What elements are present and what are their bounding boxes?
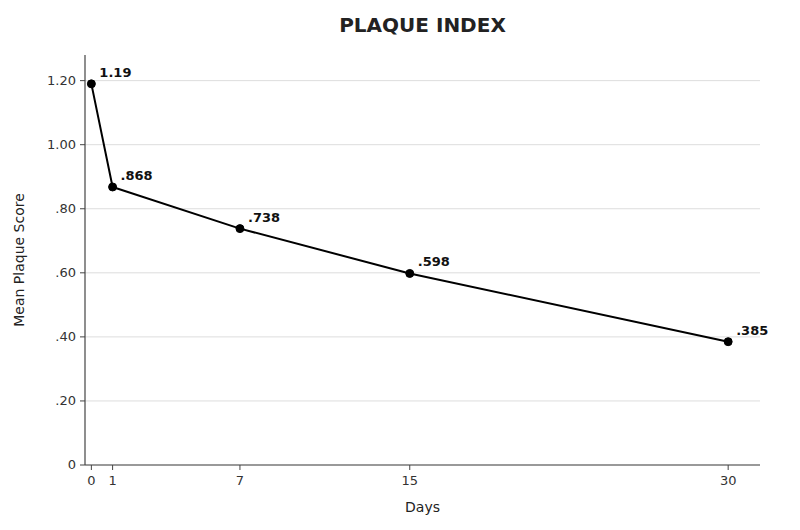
- grid: [85, 81, 760, 465]
- x-tick: [728, 465, 729, 470]
- x-axis: 01 7 15 30: [85, 465, 760, 488]
- marker: [87, 80, 95, 88]
- y-tick-label: .40: [55, 329, 76, 344]
- data-label: .868: [121, 168, 153, 183]
- x-axis-label: Days: [405, 499, 440, 515]
- x-tick: [409, 465, 410, 470]
- x-tick-label: 7: [236, 473, 244, 488]
- marker: [406, 269, 414, 277]
- x-tick-label: 15: [401, 473, 418, 488]
- chart-svg: PLAQUE INDEX0.20.40.60.801.001.200171530…: [0, 0, 800, 530]
- y-tick-label: .60: [55, 265, 76, 280]
- y-tick-label: 1.00: [47, 137, 76, 152]
- x-tick-label: 30: [720, 473, 737, 488]
- y-tick-label: .80: [55, 201, 76, 216]
- y-axis-label: Mean Plaque Score: [11, 193, 27, 327]
- grid-line: [85, 272, 760, 273]
- y-axis-line: [84, 55, 85, 465]
- x-tick: [91, 465, 92, 470]
- y-tick: [80, 144, 85, 145]
- y-tick: [80, 336, 85, 337]
- grid-line: [85, 80, 760, 81]
- marker: [724, 338, 732, 346]
- x-tick: [239, 465, 240, 470]
- x-tick-label: 0: [87, 473, 95, 488]
- y-tick-label: 1.20: [47, 73, 76, 88]
- y-tick: [80, 400, 85, 401]
- y-tick: [80, 272, 85, 273]
- y-tick: [80, 208, 85, 209]
- x-tick-label: 1: [108, 473, 116, 488]
- data-labels: 1.19 .868 .738 .598 .385: [99, 65, 768, 338]
- chart-container: PLAQUE INDEX0.20.40.60.801.001.200171530…: [0, 0, 800, 530]
- plot-area: [87, 80, 732, 346]
- data-label: .385: [736, 323, 768, 338]
- grid-line: [85, 336, 760, 337]
- x-axis-line: [85, 464, 760, 465]
- y-tick-label: 0: [68, 457, 76, 472]
- y-tick: [80, 80, 85, 81]
- grid-line: [85, 144, 760, 145]
- grid-line: [85, 400, 760, 401]
- y-axis: 0 .20 .40 .60 .80 1.00 1.20: [47, 55, 85, 472]
- data-label: 1.19: [99, 65, 131, 80]
- marker: [109, 183, 117, 191]
- grid-line: [85, 465, 760, 466]
- x-tick: [112, 465, 113, 470]
- data-label: .598: [418, 254, 450, 269]
- marker: [236, 225, 244, 233]
- chart-title: PLAQUE INDEX: [339, 13, 506, 37]
- grid-line: [85, 208, 760, 209]
- y-tick: [80, 465, 85, 466]
- y-tick-label: .20: [55, 393, 76, 408]
- line: [91, 84, 728, 342]
- data-label: .738: [248, 210, 280, 225]
